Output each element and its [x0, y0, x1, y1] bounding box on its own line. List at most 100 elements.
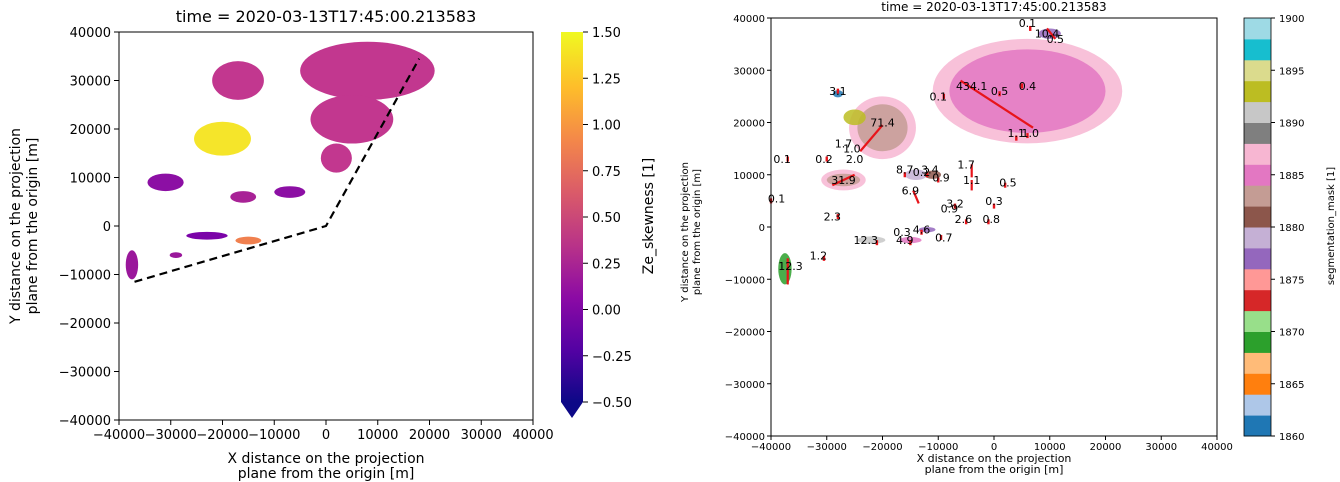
left-chart-regions — [125, 41, 435, 280]
right-colorbar-swatch — [1244, 59, 1271, 82]
cell-marker-11 — [987, 219, 990, 225]
right-colorbar-swatch — [1244, 331, 1271, 353]
cell-value-label-37: 1.2 — [810, 250, 828, 263]
cell-value-label-11: 1.7 — [835, 137, 853, 150]
cell-value-label-28: 0.9 — [941, 203, 959, 216]
cell-value-label-25: 0.1 — [768, 192, 786, 205]
segmentation-region-5 — [924, 170, 942, 179]
right-colorbar-swatch — [1244, 80, 1271, 103]
right-colorbar-tick-label: 1900 — [1279, 14, 1304, 25]
cell-value-label-22: 1.1 — [963, 174, 981, 187]
right-colorbar-swatch — [1244, 268, 1271, 291]
right-colorbar-tick-label: 1875 — [1279, 275, 1304, 286]
ze-skewness-panel: time = 2020-03-13T17:45:00.213583 −40000… — [8, 7, 657, 482]
right-y-tick-label: 40000 — [733, 14, 765, 25]
right-colorbar-swatch — [1244, 352, 1271, 374]
right-y-tick-label: −40000 — [725, 432, 765, 443]
right-colorbar-swatch — [1244, 394, 1271, 416]
left-x-tick-label: 10000 — [357, 428, 398, 443]
cell-value-label-20: 0.9 — [932, 171, 950, 184]
cell-marker-0 — [786, 156, 789, 162]
right-x-tick-label: −30000 — [807, 442, 847, 453]
skewness-region-6 — [230, 191, 257, 203]
cell-value-label-16: 1.7 — [957, 158, 975, 171]
cell-marker-3 — [836, 88, 840, 94]
cell-marker-7 — [909, 240, 912, 246]
right-x-tick-label: 0 — [991, 442, 997, 453]
cell-value-label-7: 0.4 — [1019, 80, 1037, 93]
cell-value-label-8: 71.4 — [870, 117, 895, 130]
skewness-region-11 — [169, 252, 183, 259]
cell-value-label-6: 0.5 — [991, 85, 1009, 98]
left-y-axis: −40000 −30000 −20000 −10000 0 10000 20000 30000… — [59, 26, 119, 429]
cell-marker-13 — [1003, 182, 1007, 188]
skewness-region-5 — [147, 173, 184, 192]
segmentation-region-4 — [904, 169, 928, 180]
right-x-axis: −40000 −30000 −20000 −10000 0 10000 20000 30000… — [751, 436, 1233, 453]
right-chart-regions — [778, 28, 1106, 285]
cell-value-label-9: 1.1 — [1008, 127, 1026, 140]
cell-value-label-10: 1.0 — [1021, 127, 1039, 140]
skewness-region-1 — [212, 61, 264, 100]
skewness-region-4 — [194, 121, 251, 156]
cell-value-label-14: 0.2 — [815, 153, 833, 166]
skewness-region-8 — [186, 231, 228, 240]
cell-marker-21 — [1029, 25, 1032, 31]
right-x-tick-label: 40000 — [1201, 442, 1233, 453]
left-y-tick-label: 20000 — [70, 123, 111, 138]
left-colorbar-tick-label: 0.25 — [592, 257, 621, 272]
cell-value-label-26: 3.2 — [946, 197, 964, 210]
right-colorbar-swatch — [1244, 101, 1271, 123]
right-colorbar-tick-label: 1880 — [1279, 223, 1304, 234]
right-y-tick-label: 0 — [759, 223, 765, 234]
left-x-tick-label: 20000 — [409, 428, 450, 443]
right-x-tick-label: −40000 — [751, 442, 791, 453]
cell-value-label-31: 0.8 — [982, 213, 1000, 226]
left-boundary-line — [134, 58, 421, 283]
cell-value-label-13: 0.1 — [773, 153, 791, 166]
left-colorbar-tick-label: −0.50 — [592, 396, 632, 411]
segmentation-region-7 — [899, 236, 922, 244]
right-colorbar-swatch — [1244, 415, 1271, 437]
cell-value-label-19: 3.4 — [921, 164, 939, 177]
skewness-region-10 — [125, 250, 139, 280]
left-x-tick-label: 40000 — [512, 428, 553, 443]
cell-value-label-27: 0.3 — [985, 195, 1003, 208]
left-colorbar-gradient — [561, 32, 583, 402]
cell-value-label-34: 0.7 — [935, 231, 953, 244]
cell-marker-16 — [925, 172, 929, 178]
right-colorbar-swatch — [1244, 206, 1271, 228]
segmentation-region-2 — [843, 109, 866, 126]
right-colorbar-swatch — [1244, 289, 1271, 312]
left-colorbar-tick-label: 1.00 — [592, 119, 621, 134]
left-colorbar-tick-label: 0.00 — [592, 304, 621, 319]
cell-value-label-38: 12.3 — [778, 260, 803, 273]
right-colorbar-swatch — [1244, 38, 1271, 61]
left-y-tick-label: 30000 — [70, 75, 111, 90]
cell-value-label-21: 31.9 — [831, 174, 856, 187]
cell-marker-6 — [822, 255, 826, 261]
right-colorbar-tick-label: 1860 — [1279, 432, 1304, 443]
cell-value-label-1: 10.4 — [1035, 28, 1060, 41]
cell-value-label-18: 0.2 — [913, 166, 931, 179]
skewness-region-0 — [300, 41, 435, 100]
segmentation-region-6 — [857, 236, 886, 244]
right-x-tick-label: −20000 — [862, 442, 902, 453]
cell-marker-4 — [836, 214, 840, 220]
left-colorbar: −0.50 −0.25 0.00 0.25 0.50 0.75 1.00 1.25 1.50 — [561, 26, 632, 418]
cell-value-label-24: 6.9 — [902, 184, 920, 197]
right-y-axis-label-line1: Y distance on the projection — [680, 162, 691, 303]
cell-track-3 — [912, 189, 920, 204]
left-colorbar-tick-label: 0.50 — [592, 211, 621, 226]
cell-value-label-36: 4.9 — [896, 234, 914, 247]
cell-marker-20 — [1020, 83, 1024, 89]
segmentation-region-0 — [949, 49, 1106, 133]
left-y-tick-label: −10000 — [59, 269, 111, 284]
right-colorbar-swatch — [1244, 373, 1271, 395]
right-chart-tracks — [786, 27, 1057, 285]
cell-value-label-33: 4.6 — [913, 224, 931, 237]
cell-marker-18 — [1015, 135, 1018, 141]
right-x-axis-label-line1: X distance on the projection — [917, 452, 1072, 465]
right-colorbar-tick-label: 1885 — [1279, 171, 1304, 182]
